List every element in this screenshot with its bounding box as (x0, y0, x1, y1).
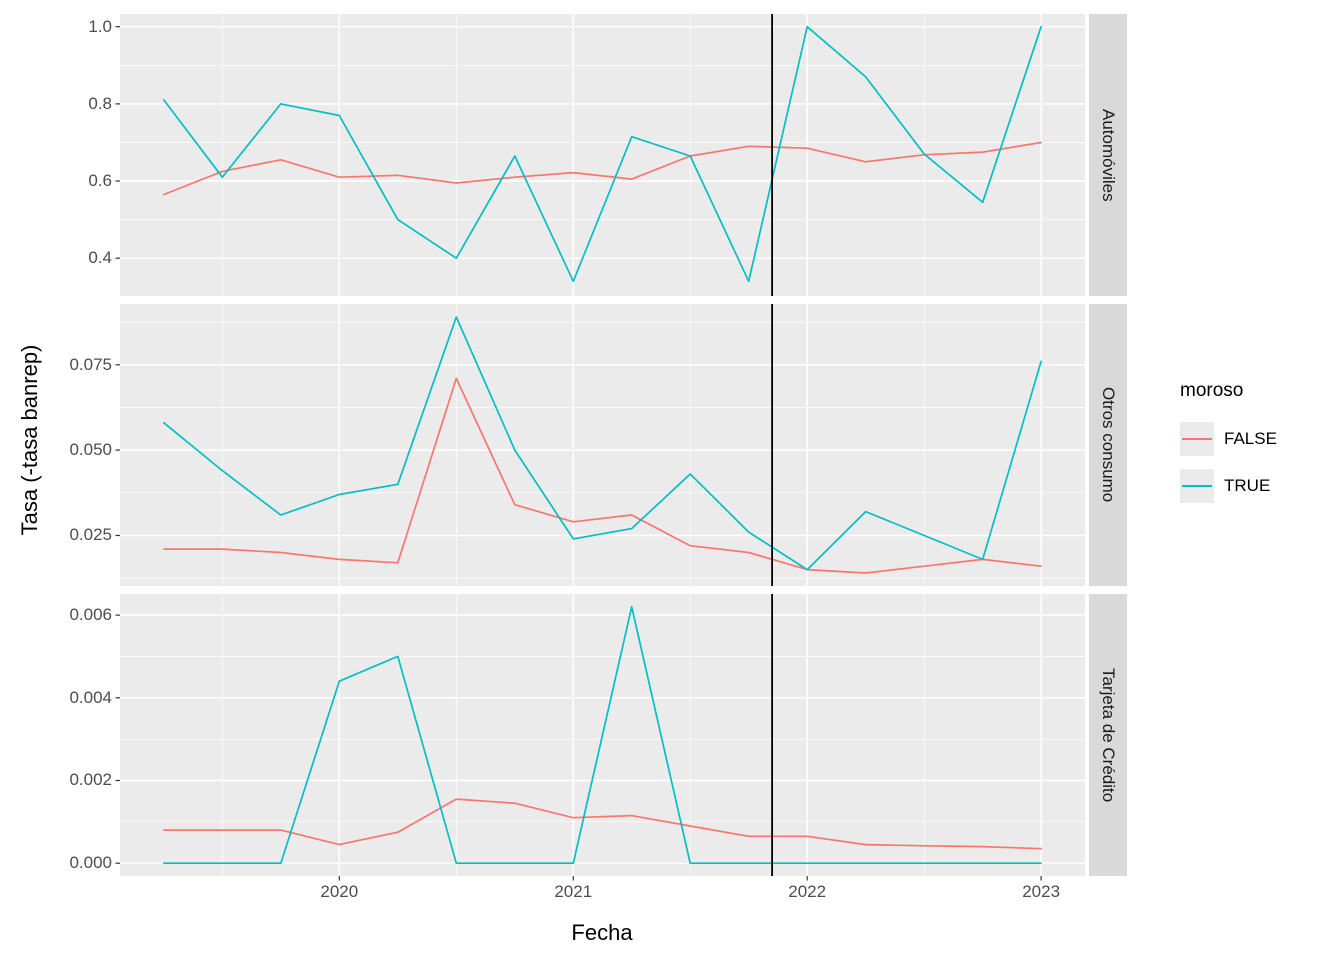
legend-title: moroso (1180, 380, 1244, 401)
facet-plot-2 (115, 594, 1085, 881)
series-line-true (163, 316, 1042, 571)
legend-entry-false: FALSE (1180, 422, 1277, 456)
x-tick-label: 2020 (320, 882, 359, 901)
facet-strip-label: Tarjeta de Crédito (1099, 667, 1118, 803)
series-line-false (163, 377, 1042, 574)
legend-entry-label: FALSE (1224, 429, 1277, 448)
facet-panel-0 (115, 14, 1085, 296)
legend-key-swatch (1180, 469, 1214, 503)
y-tick-label: 0.002 (69, 770, 112, 790)
y-tick-label: 0.025 (69, 525, 112, 545)
y-tick-label: 1.0 (88, 16, 112, 36)
facet-panel-1 (115, 304, 1085, 586)
facet-strip-label: Otros consumo (1099, 387, 1118, 503)
facet-strip-label: Automóviles (1099, 108, 1118, 202)
x-tick-label: 2021 (554, 882, 593, 901)
x-tick-label: 2022 (788, 882, 827, 901)
legend: moroso FALSE TRUE (1180, 380, 1277, 516)
y-tick-label: 0.000 (69, 853, 112, 873)
legend-entry-label: TRUE (1224, 476, 1271, 495)
facet-panel-2 (115, 594, 1085, 881)
x-tick-label: 2023 (1022, 882, 1061, 901)
y-tick-label: 0.075 (69, 354, 112, 374)
facet-plot-0 (115, 14, 1085, 296)
series-line-true (163, 605, 1042, 865)
legend-key-line (1182, 438, 1212, 440)
y-axis-title: Tasa (-tasa banrep) (17, 344, 42, 536)
legend-key-line (1182, 485, 1212, 487)
y-tick-label: 0.8 (88, 93, 112, 113)
facet-strip-2: Tarjeta de Crédito (1089, 594, 1127, 876)
x-axis-title: Fecha (571, 920, 633, 945)
legend-entries: FALSE TRUE (1180, 422, 1277, 503)
facet-strip-0: Automóviles (1089, 14, 1127, 296)
series-line-false (163, 141, 1042, 196)
legend-entry-true: TRUE (1180, 469, 1277, 503)
y-tick-label: 0.050 (69, 440, 112, 460)
y-tick-label: 0.6 (88, 171, 112, 191)
series-line-false (163, 798, 1042, 850)
legend-key-swatch (1180, 422, 1214, 456)
facet-plot-1 (115, 304, 1085, 586)
y-tick-label: 0.4 (88, 248, 112, 268)
y-tick-label: 0.006 (69, 605, 112, 625)
facet-strip-1: Otros consumo (1089, 304, 1127, 586)
series-line-true (163, 25, 1042, 283)
y-tick-label: 0.004 (69, 687, 112, 707)
